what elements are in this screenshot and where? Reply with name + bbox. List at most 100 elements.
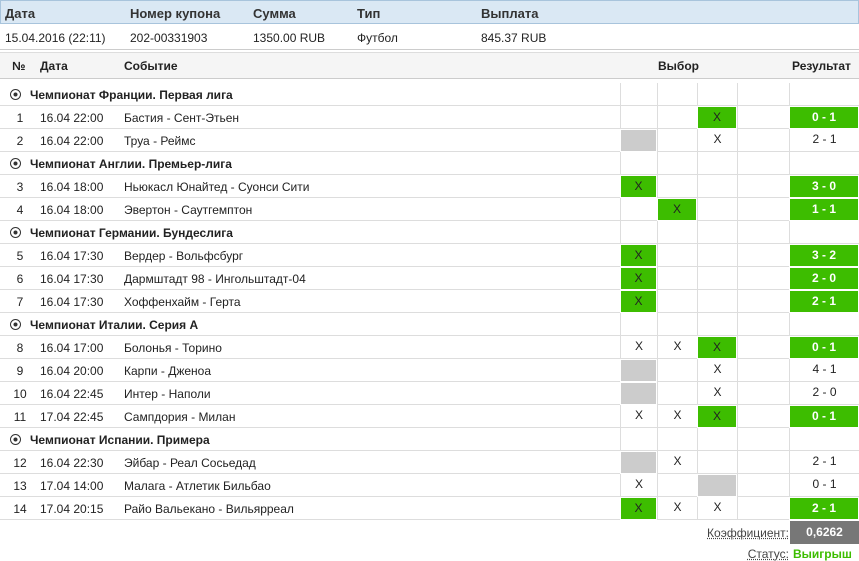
match-date: 16.04 17:30 <box>40 272 104 286</box>
match-no: 8 <box>16 341 24 355</box>
league-row <box>0 428 859 451</box>
match-date: 16.04 18:00 <box>40 203 104 217</box>
match-date: 16.04 17:30 <box>40 249 104 263</box>
match-no: 1 <box>16 111 24 125</box>
pick-cell <box>620 451 657 474</box>
match-row <box>0 129 859 152</box>
cell-border <box>697 428 737 451</box>
match-no: 7 <box>16 295 24 309</box>
match-event: Хоффенхайм - Герта <box>124 295 241 309</box>
result-cell: 3 - 0 <box>789 175 859 198</box>
result-cell: 2 - 1 <box>789 451 859 474</box>
cell-border <box>657 221 697 244</box>
pick-cell <box>657 106 697 129</box>
match-event: Эвертон - Саутгемптон <box>124 203 253 217</box>
match-no: 14 <box>13 502 27 516</box>
status-label: Статус: <box>747 547 789 561</box>
table-header-bg <box>0 52 859 79</box>
pick-cell <box>620 106 657 129</box>
match-row <box>0 106 859 129</box>
coupon-header-bg <box>0 0 859 24</box>
match-no: 3 <box>16 180 24 194</box>
pick-cell <box>697 267 737 290</box>
match-row <box>0 336 859 359</box>
pick-cell: X <box>657 405 697 428</box>
match-event: Малага - Атлетик Бильбао <box>124 479 271 493</box>
cell-border <box>697 313 737 336</box>
match-event: Ньюкасл Юнайтед - Суонси Сити <box>124 180 310 194</box>
cell-border <box>737 313 789 336</box>
pick-cell <box>697 175 737 198</box>
coupon-header: Сумма <box>253 6 296 21</box>
pick-cell <box>697 290 737 313</box>
result-cell: 2 - 1 <box>789 290 859 313</box>
pick-cell <box>737 497 789 520</box>
coupon-header: Номер купона <box>130 6 221 21</box>
status: Выигрыш <box>793 547 852 561</box>
league-name: Чемпионат Италии. Серия А <box>30 318 199 332</box>
match-date: 17.04 14:00 <box>40 479 104 493</box>
pick-cell: X <box>620 244 657 267</box>
pick-cell: X <box>620 267 657 290</box>
match-row <box>0 175 859 198</box>
result-cell: 2 - 1 <box>789 129 859 152</box>
result-cell: 0 - 1 <box>789 405 859 428</box>
match-row <box>0 382 859 405</box>
league-row <box>0 152 859 175</box>
pick-cell <box>737 129 789 152</box>
match-date: 16.04 18:00 <box>40 180 104 194</box>
cell-border <box>657 152 697 175</box>
pick-cell: X <box>620 175 657 198</box>
pick-cell <box>657 267 697 290</box>
league-row <box>0 313 859 336</box>
match-event: Эйбар - Реал Сосьедад <box>124 456 256 470</box>
match-row <box>0 267 859 290</box>
match-row <box>0 405 859 428</box>
match-date: 17.04 22:45 <box>40 410 104 424</box>
match-no: 2 <box>16 134 24 148</box>
pick-cell: X <box>657 497 697 520</box>
table-header: № <box>12 59 26 73</box>
pick-cell <box>657 129 697 152</box>
pick-cell <box>697 474 737 497</box>
result-cell <box>789 428 859 451</box>
pick-cell <box>620 359 657 382</box>
pick-cell <box>737 290 789 313</box>
pick-cell <box>737 198 789 221</box>
pick-cell: X <box>620 405 657 428</box>
pick-cell <box>737 359 789 382</box>
match-row <box>0 290 859 313</box>
ball-icon <box>10 227 21 238</box>
ball-icon <box>10 319 21 330</box>
league-row <box>0 83 859 106</box>
match-date: 17.04 20:15 <box>40 502 104 516</box>
pick-cell: X <box>620 290 657 313</box>
match-event: Интер - Наполи <box>124 387 211 401</box>
cell-border <box>697 221 737 244</box>
cell-border <box>657 83 697 106</box>
cell-border <box>737 152 789 175</box>
cell-border <box>620 152 657 175</box>
match-event: Бастия - Сент-Этьен <box>124 111 240 125</box>
pick-cell <box>620 129 657 152</box>
cell-border <box>620 221 657 244</box>
pick-cell <box>620 382 657 405</box>
match-date: 16.04 20:00 <box>40 364 104 378</box>
pick-cell <box>697 198 737 221</box>
table-header: Выбор <box>658 59 699 73</box>
match-date: 16.04 22:30 <box>40 456 104 470</box>
result-cell: 2 - 0 <box>789 267 859 290</box>
pick-cell <box>737 267 789 290</box>
pick-cell: X <box>697 405 737 428</box>
match-date: 16.04 17:00 <box>40 341 104 355</box>
pick-cell <box>737 244 789 267</box>
pick-cell <box>697 244 737 267</box>
pick-cell <box>737 336 789 359</box>
match-event: Вердер - Вольфсбург <box>124 249 244 263</box>
match-event: Болонья - Торино <box>124 341 222 355</box>
ball-icon <box>10 89 21 100</box>
table-header: Дата <box>40 59 68 73</box>
league-name: Чемпионат Германии. Бундеслига <box>30 226 233 240</box>
cell-border <box>620 428 657 451</box>
